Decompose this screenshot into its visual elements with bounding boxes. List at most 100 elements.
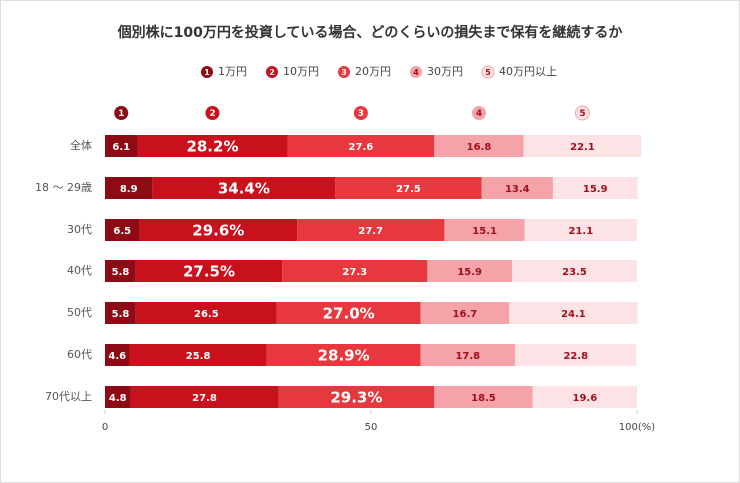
- bar-segment: [105, 386, 131, 408]
- value-label: 16.7: [453, 309, 478, 320]
- bar-segment: [105, 177, 153, 199]
- bar-segment: [105, 219, 140, 241]
- value-label: 24.1: [561, 309, 586, 320]
- legend-marker: [338, 66, 350, 78]
- bar-segment: [282, 260, 428, 282]
- series-marker-label: 5: [579, 109, 585, 119]
- value-label: 5.8: [112, 309, 130, 320]
- value-label: 27.0%: [323, 305, 375, 323]
- value-label: 13.4: [505, 184, 530, 195]
- bar-segment: [511, 260, 637, 282]
- series-marker-label: 2: [209, 109, 215, 119]
- value-label: 23.5: [562, 267, 587, 278]
- bar-segment: [266, 344, 421, 366]
- x-tick-label: 0: [102, 422, 108, 433]
- bar-segment: [524, 219, 637, 241]
- value-label: 27.7: [358, 226, 383, 237]
- value-label: 6.5: [113, 226, 131, 237]
- legend-label: 1万円: [218, 65, 247, 78]
- value-label: 15.9: [583, 184, 608, 195]
- bar-segment: [130, 386, 279, 408]
- value-label: 16.8: [467, 142, 492, 153]
- bar-segment: [105, 344, 130, 366]
- bar-segment: [434, 135, 524, 157]
- legend-marker: [201, 66, 213, 78]
- bar-segment: [276, 302, 421, 324]
- value-label: 17.8: [455, 351, 480, 362]
- value-label: 27.5%: [183, 263, 235, 281]
- bar-segment: [139, 219, 298, 241]
- bar-segment: [335, 177, 482, 199]
- value-label: 15.9: [457, 267, 482, 278]
- bar-segment: [129, 344, 267, 366]
- value-label: 18.5: [471, 393, 496, 404]
- legend-label: 20万円: [355, 65, 391, 78]
- value-label: 6.1: [112, 142, 130, 153]
- value-label: 34.4%: [218, 180, 270, 198]
- y-tick-label: 60代: [67, 348, 92, 361]
- bar-segment: [523, 135, 642, 157]
- y-tick-label: 50代: [67, 306, 92, 319]
- bar-segment: [135, 260, 283, 282]
- bar-segment: [287, 135, 435, 157]
- value-label: 15.1: [472, 226, 497, 237]
- value-label: 27.8: [192, 393, 217, 404]
- y-tick-label: 18 〜 29歳: [35, 181, 92, 194]
- bar-segment: [434, 386, 533, 408]
- bar-segment: [105, 302, 136, 324]
- value-label: 26.5: [194, 309, 219, 320]
- value-label: 27.3: [342, 267, 367, 278]
- bar-segment: [297, 219, 445, 241]
- value-label: 22.1: [570, 142, 595, 153]
- y-tick-label: 70代以上: [45, 390, 92, 403]
- series-marker-label: 3: [358, 109, 364, 119]
- bar-segment: [135, 302, 277, 324]
- value-label: 4.6: [108, 351, 126, 362]
- legend-label: 40万円以上: [499, 65, 557, 78]
- value-label: 19.6: [573, 393, 598, 404]
- value-label: 21.1: [569, 226, 594, 237]
- value-label: 8.9: [120, 184, 138, 195]
- x-tick-label: 50: [365, 422, 378, 433]
- bar-segment: [481, 177, 553, 199]
- series-marker: [114, 106, 129, 120]
- bar-segment: [152, 177, 336, 199]
- value-label: 29.6%: [192, 222, 244, 240]
- value-label: 29.3%: [330, 389, 382, 407]
- bar-segment: [105, 135, 138, 157]
- x-tick-label: 100(%): [619, 422, 655, 433]
- value-label: 25.8: [186, 351, 211, 362]
- legend-marker: [410, 66, 422, 78]
- legend-marker-label: 5: [485, 68, 491, 77]
- value-label: 27.5: [396, 184, 421, 195]
- bar-segment: [444, 219, 525, 241]
- value-label: 27.6: [349, 142, 374, 153]
- bar-segment: [515, 344, 637, 366]
- value-label: 5.8: [112, 267, 130, 278]
- y-tick-label: 30代: [67, 223, 92, 236]
- value-label: 28.9%: [318, 347, 370, 365]
- series-marker: [574, 105, 590, 121]
- series-marker-label: 4: [476, 109, 482, 119]
- legend-marker: [266, 66, 278, 78]
- bar-segment: [509, 302, 638, 324]
- y-tick-label: 40代: [67, 264, 92, 277]
- legend-marker-label: 2: [269, 68, 275, 77]
- bar-segment: [532, 386, 637, 408]
- value-label: 28.2%: [186, 138, 238, 156]
- bar-segment: [552, 177, 638, 199]
- legend-marker: [481, 65, 495, 79]
- legend-marker-label: 3: [341, 68, 347, 77]
- series-marker: [471, 106, 486, 120]
- bar-segment: [427, 260, 512, 282]
- bar-segment: [420, 302, 510, 324]
- value-label: 22.8: [563, 351, 588, 362]
- y-tick-label: 全体: [70, 138, 92, 152]
- legend-marker-label: 4: [413, 68, 419, 77]
- legend-label: 30万円: [427, 65, 463, 78]
- bar-segment: [278, 386, 435, 408]
- chart-title: 個別株に100万円を投資している場合、どのくらいの損失まで保有を継続するか: [117, 24, 623, 41]
- bar-segment: [420, 344, 516, 366]
- series-marker: [205, 106, 220, 120]
